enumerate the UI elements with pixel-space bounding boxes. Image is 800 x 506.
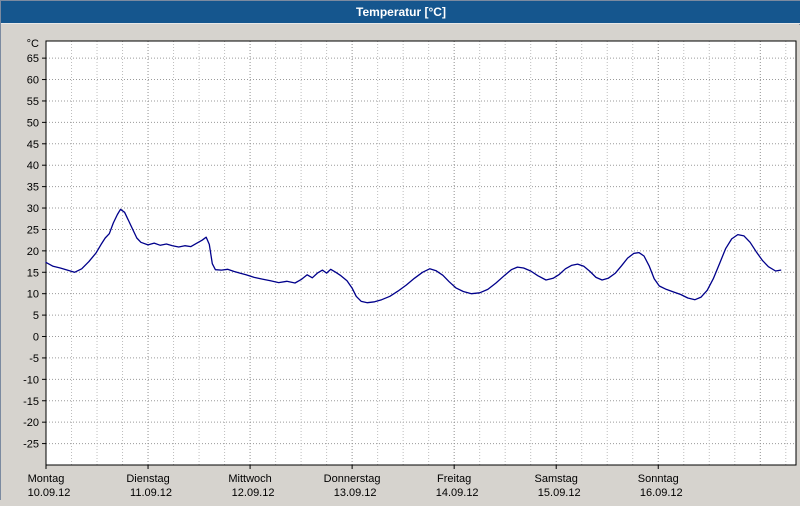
x-day-name-label: Samstag xyxy=(534,473,577,485)
x-date-label: 10.09.12 xyxy=(28,487,71,499)
x-day-name-label: Mittwoch xyxy=(228,473,271,485)
y-tick-label: 60 xyxy=(27,75,39,87)
y-tick-label: 65 xyxy=(27,53,39,65)
y-axis-unit-label: °C xyxy=(27,38,39,50)
y-tick-label: 0 xyxy=(33,332,39,344)
y-tick-label: -15 xyxy=(23,396,39,408)
chart-panel: 65 60 55 50 45 40 35 30 25 20 15 10 5 0 -5 -10 -15 -20 -25… xyxy=(1,25,800,501)
x-day-name-label: Freitag xyxy=(437,473,471,485)
y-tick-label: -10 xyxy=(23,374,39,386)
temperature-line-chart: 65605550454035302520151050-5-10-15-20-25… xyxy=(23,38,797,499)
y-tick-label: 35 xyxy=(27,182,39,194)
x-day-name-label: Montag xyxy=(28,473,65,485)
y-tick-label: -20 xyxy=(23,417,39,429)
y-tick-label: 40 xyxy=(27,160,39,172)
y-tick-label: 50 xyxy=(27,117,39,129)
y-tick-label: 20 xyxy=(27,246,39,258)
x-date-label: 14.09.12 xyxy=(436,487,479,499)
y-tick-label: 15 xyxy=(27,267,39,279)
x-date-label: 16.09.12 xyxy=(640,487,683,499)
plot-area xyxy=(46,41,796,465)
y-tick-label: 5 xyxy=(33,310,39,322)
y-tick-label: -5 xyxy=(29,353,39,365)
plot-border xyxy=(45,40,797,466)
y-tick-label: 25 xyxy=(27,224,39,236)
title-bar: Temperatur [°C] xyxy=(1,1,800,24)
x-day-name-label: Dienstag xyxy=(126,473,169,485)
y-tick-label: 55 xyxy=(27,96,39,108)
y-tick-label: 45 xyxy=(27,139,39,151)
x-date-label: 15.09.12 xyxy=(538,487,581,499)
temperature-series-line xyxy=(45,208,782,304)
x-day-name-label: Sonntag xyxy=(638,473,679,485)
chart-title: Temperatur [°C] xyxy=(356,5,446,19)
y-tick-label: 30 xyxy=(27,203,39,215)
x-date-label: 11.09.12 xyxy=(130,487,172,499)
y-tick-label: 10 xyxy=(27,289,39,301)
y-tick-label: -25 xyxy=(23,439,39,451)
x-date-label: 12.09.12 xyxy=(232,487,275,499)
x-date-label: 13.09.12 xyxy=(334,487,377,499)
x-day-name-label: Donnerstag xyxy=(324,473,381,485)
